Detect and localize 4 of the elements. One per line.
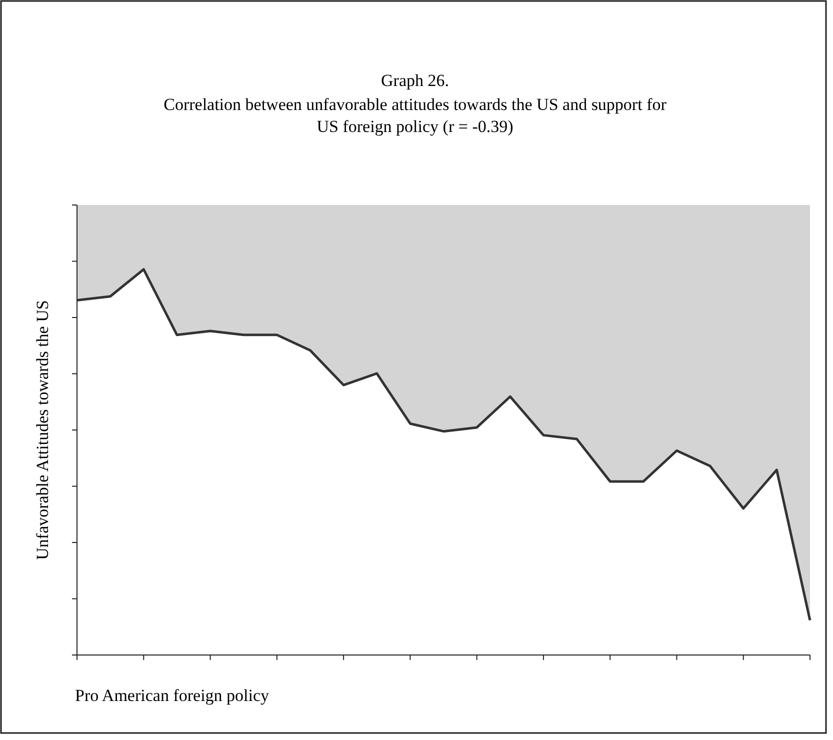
chart-subtitle: Correlation between unfavorable attitudes towards the US and support for US foreign policy (r = -0.39) [164, 95, 667, 136]
x-axis-title: Pro American foreign policy [75, 686, 270, 705]
chart-title: Graph 26. [381, 71, 449, 90]
y-axis-title: Unfavorable Attitudes towards the US [33, 300, 52, 560]
